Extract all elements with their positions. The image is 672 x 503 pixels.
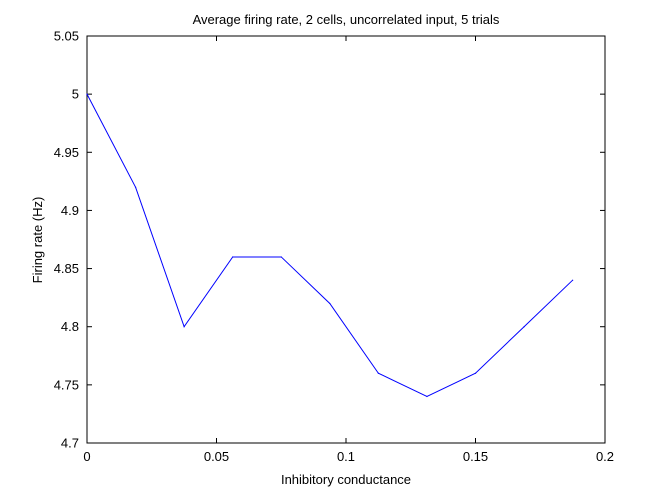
data-point — [232, 256, 234, 258]
x-tick-label: 0 — [83, 449, 90, 464]
axis-ticks: 0 0.05 0.1 0.15 0.2 4.7 4.75 4.8 4.85 4.9 4.95 5 5.0… — [54, 29, 614, 465]
x-tick-label: 0.1 — [337, 449, 355, 464]
chart-title: Average firing rate, 2 cells, uncorrelat… — [193, 12, 500, 27]
y-tick-label: 5 — [72, 87, 79, 102]
y-tick-label: 4.7 — [61, 436, 79, 451]
data-point — [474, 372, 477, 374]
y-tick-label: 5.05 — [54, 29, 79, 44]
y-axis-label: Firing rate (Hz) — [30, 197, 45, 284]
x-tick-label: 0.2 — [596, 449, 614, 464]
y-tick-label: 4.95 — [54, 145, 79, 160]
data-point — [572, 279, 574, 281]
data-point — [426, 395, 428, 398]
data-point — [377, 372, 379, 374]
x-tick-label: 0.15 — [463, 449, 488, 464]
data-point — [183, 326, 185, 328]
data-point — [134, 186, 137, 188]
y-tick-label: 4.8 — [61, 319, 79, 334]
data-point — [86, 93, 88, 95]
y-tick-label: 4.85 — [54, 261, 79, 276]
data-point — [329, 302, 331, 305]
y-tick-label: 4.75 — [54, 377, 79, 392]
data-point — [523, 326, 525, 328]
x-axis-label: Inhibitory conductance — [281, 472, 411, 487]
x-tick-label: 0.05 — [204, 449, 229, 464]
data-point — [280, 256, 282, 258]
y-tick-label: 4.9 — [61, 203, 79, 218]
data-series-group — [86, 93, 574, 398]
